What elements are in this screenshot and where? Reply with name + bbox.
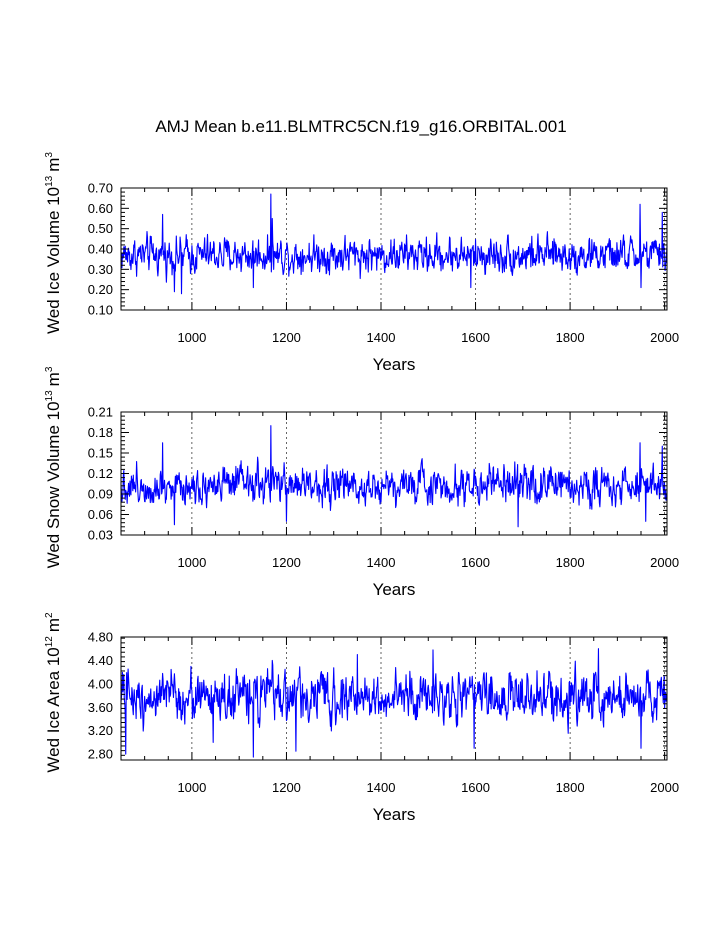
- y-tick-label: 0.20: [88, 282, 113, 297]
- y-tick-label: 0.06: [88, 507, 113, 522]
- x-tick-label: 1400: [367, 555, 396, 570]
- x-tick-label: 2000: [650, 330, 679, 345]
- y-tick-label: 0.03: [88, 528, 113, 543]
- x-axis-label: Years: [373, 805, 416, 824]
- y-axis-label-exponent: 13: [44, 175, 55, 187]
- x-tick-label: 1600: [461, 555, 490, 570]
- y-tick-label: 0.12: [88, 466, 113, 481]
- x-tick-label: 1000: [177, 780, 206, 795]
- y-axis-label-exponent: 13: [44, 390, 55, 402]
- x-tick-label: 1800: [556, 780, 585, 795]
- y-axis-label: Wed Snow Volume 1013 m3: [44, 366, 63, 568]
- data-series-ice-area: [120, 648, 668, 758]
- y-tick-label: 4.00: [88, 676, 113, 691]
- x-axis-label: Years: [373, 580, 416, 599]
- y-axis-label-main: Wed Ice Volume 10: [44, 187, 63, 334]
- y-tick-label: 0.40: [88, 242, 113, 257]
- y-axis-label: Wed Ice Volume 1013 m3: [44, 152, 63, 334]
- x-tick-label: 1600: [461, 780, 490, 795]
- x-tick-label: 1200: [272, 330, 301, 345]
- y-axis-label-exponent: 12: [44, 636, 55, 648]
- y-tick-label: 0.50: [88, 221, 113, 236]
- y-axis-label-unit-exponent: 3: [44, 152, 55, 158]
- y-axis-label-unit: m: [44, 158, 63, 172]
- x-tick-label: 1800: [556, 555, 585, 570]
- x-tick-label: 1000: [177, 330, 206, 345]
- plot-frame: [120, 636, 668, 761]
- y-tick-label: 0.30: [88, 262, 113, 277]
- x-tick-label: 1800: [556, 330, 585, 345]
- y-axis-label-unit: m: [44, 618, 63, 632]
- y-tick-label: 0.60: [88, 201, 113, 216]
- y-axis-label: Wed Ice Area 1012 m2: [44, 612, 63, 773]
- y-axis-label-unit-exponent: 2: [44, 612, 55, 618]
- y-tick-label: 0.10: [88, 303, 113, 318]
- x-tick-label: 2000: [650, 780, 679, 795]
- data-series-ice-volume: [120, 193, 668, 295]
- y-tick-label: 2.80: [88, 747, 113, 762]
- x-tick-label: 1200: [272, 555, 301, 570]
- y-axis-label-unit-exponent: 3: [44, 366, 55, 372]
- panels: 1000 1200 1400 1600 1800 2000 Years 0.70 0.60 0.5…: [44, 152, 679, 824]
- x-tick-label: 1400: [367, 780, 396, 795]
- y-tick-label: 0.18: [88, 425, 113, 440]
- figure-title: AMJ Mean b.e11.BLMTRC5CN.f19_g16.ORBITAL…: [155, 117, 566, 136]
- y-tick-label: 3.60: [88, 700, 113, 715]
- y-tick-label: 4.40: [88, 653, 113, 668]
- y-tick-label: 0.15: [88, 446, 113, 461]
- x-tick-label: 1000: [177, 555, 206, 570]
- x-axis-label: Years: [373, 355, 416, 374]
- y-axis-label-unit: m: [44, 372, 63, 386]
- y-tick-label: 4.80: [88, 630, 113, 645]
- x-tick-label: 1600: [461, 330, 490, 345]
- y-axis-label-main: Wed Snow Volume 10: [44, 401, 63, 568]
- y-tick-label: 0.70: [88, 181, 113, 196]
- panel-ice-volume: 1000 1200 1400 1600 1800 2000 Years 0.70 0.60 0.5…: [44, 152, 679, 374]
- y-axis-label-main: Wed Ice Area 10: [44, 647, 63, 772]
- panel-ice-area: 1000 1200 1400 1600 1800 2000 Years 4.80 4.40 4.0…: [44, 612, 679, 824]
- x-tick-label: 1200: [272, 780, 301, 795]
- y-tick-label: 0.21: [88, 405, 113, 420]
- x-tick-label: 2000: [650, 555, 679, 570]
- y-tick-label: 0.09: [88, 487, 113, 502]
- x-tick-label: 1400: [367, 330, 396, 345]
- y-tick-label: 3.20: [88, 723, 113, 738]
- data-series-snow-volume: [120, 425, 668, 528]
- panel-snow-volume: 1000 1200 1400 1600 1800 2000 Years 0.21 0.18 0.1…: [44, 366, 679, 599]
